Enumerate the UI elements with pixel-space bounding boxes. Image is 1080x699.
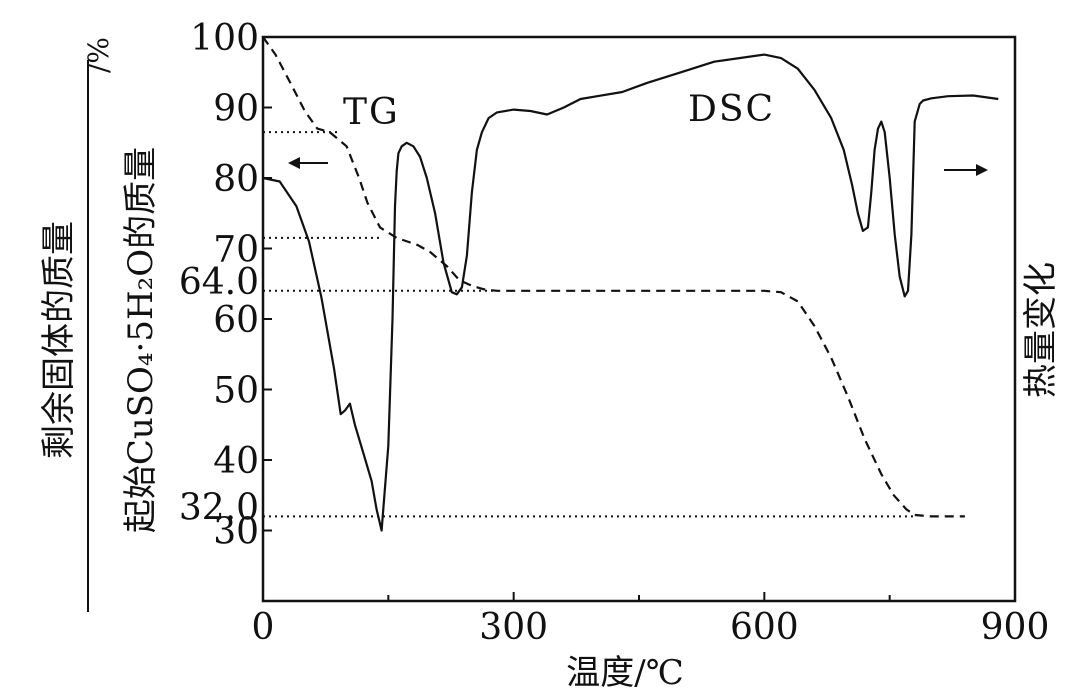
y-tick-label: 40 xyxy=(213,441,259,482)
x-tick-label: 600 xyxy=(730,607,799,648)
y-special-tick-label: 64.0 xyxy=(179,262,259,303)
y-special-tick-label: 32.0 xyxy=(179,487,259,528)
y-axis-title-unit: /% xyxy=(82,37,115,73)
right-arrow-icon xyxy=(944,164,988,176)
x-tick-label: 900 xyxy=(981,607,1050,648)
y-tick-label: 70 xyxy=(213,230,259,271)
x-tick-label: 300 xyxy=(479,607,548,648)
series-layer xyxy=(262,36,999,532)
y-axis-ticks: 100 90 80 70 60 50 40 30 64.0 32.0 xyxy=(179,18,272,553)
y-axis-title-denominator: 起始CuSO₄·5H₂O的质量 xyxy=(121,147,161,533)
y-tick-label: 30 xyxy=(213,512,259,553)
curve-label-dsc: DSC xyxy=(688,89,775,130)
y-axis-title-numerator: 剩余固体的质量 xyxy=(39,221,79,459)
y-axis-title-right: 热量变化 xyxy=(1021,262,1061,398)
curve-label-tg: TG xyxy=(343,92,400,133)
x-axis-ticks: 0 300 600 900 xyxy=(252,592,1050,648)
y-axis-title-left: 剩余固体的质量 起始CuSO₄·5H₂O的质量 /% xyxy=(39,37,161,612)
reference-lines xyxy=(263,131,915,518)
series-line-tg xyxy=(262,36,965,518)
left-arrow-icon xyxy=(288,157,328,169)
x-axis-title: 温度/℃ xyxy=(566,653,684,693)
series-line-dsc xyxy=(262,53,999,532)
x-tick-label: 0 xyxy=(252,607,275,648)
y-tick-label: 100 xyxy=(190,18,259,59)
y-tick-label: 50 xyxy=(213,371,259,412)
y-tick-label: 90 xyxy=(213,89,259,130)
y-tick-label: 60 xyxy=(213,300,259,341)
y-tick-label: 80 xyxy=(213,159,259,200)
